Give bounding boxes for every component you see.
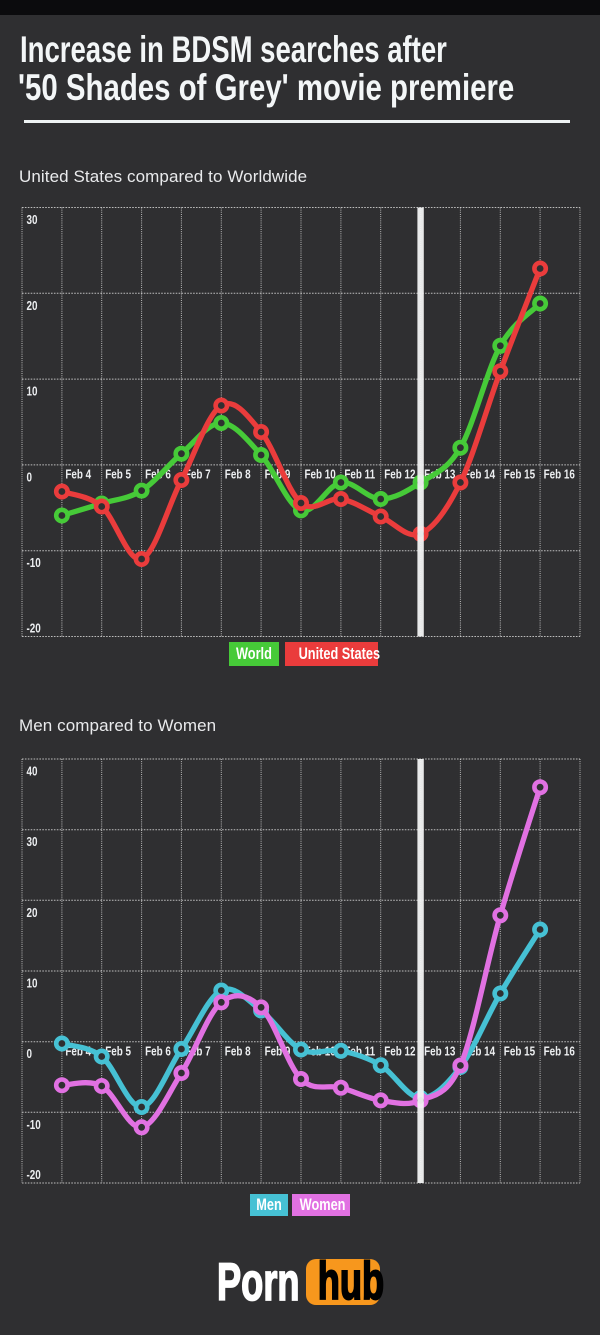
svg-text:10: 10 <box>27 385 38 399</box>
svg-text:-20: -20 <box>27 1169 41 1183</box>
svg-text:-10: -10 <box>27 557 41 571</box>
svg-text:40: 40 <box>27 765 38 779</box>
svg-text:Feb 14: Feb 14 <box>464 469 496 483</box>
svg-text:Feb 8: Feb 8 <box>225 1045 251 1059</box>
svg-text:10: 10 <box>27 977 38 991</box>
svg-text:Feb 6: Feb 6 <box>145 1045 171 1059</box>
svg-text:Feb 16: Feb 16 <box>544 1045 575 1059</box>
svg-text:Feb 16: Feb 16 <box>544 469 575 483</box>
svg-text:Feb 13: Feb 13 <box>424 1045 455 1059</box>
svg-text:Feb 4: Feb 4 <box>65 469 91 483</box>
svg-text:Feb 12: Feb 12 <box>384 469 415 483</box>
svg-text:30: 30 <box>27 836 38 850</box>
svg-text:20: 20 <box>27 907 38 921</box>
svg-text:Feb 12: Feb 12 <box>384 1045 415 1059</box>
svg-text:Feb 7: Feb 7 <box>185 469 211 483</box>
svg-text:0: 0 <box>27 1048 32 1062</box>
svg-text:Feb 5: Feb 5 <box>105 1045 131 1059</box>
svg-text:0: 0 <box>27 471 32 485</box>
svg-text:Feb 10: Feb 10 <box>305 469 336 483</box>
svg-text:30: 30 <box>27 214 38 228</box>
svg-text:20: 20 <box>27 300 38 314</box>
svg-text:Feb 5: Feb 5 <box>105 469 131 483</box>
svg-text:Feb 15: Feb 15 <box>504 469 536 483</box>
svg-text:-20: -20 <box>27 622 41 636</box>
svg-text:Feb 15: Feb 15 <box>504 1045 536 1059</box>
svg-text:Feb 8: Feb 8 <box>225 469 251 483</box>
svg-text:Feb 11: Feb 11 <box>344 469 375 483</box>
svg-text:-10: -10 <box>27 1119 41 1133</box>
